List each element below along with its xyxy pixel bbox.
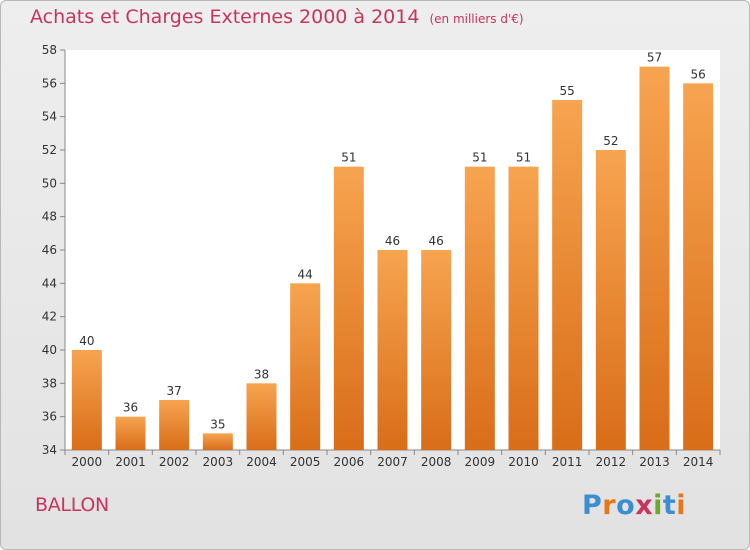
data-label: 52	[603, 134, 618, 148]
x-tick-label: 2006	[334, 455, 365, 469]
logo-letter: i	[676, 490, 687, 521]
y-tick-label: 56	[42, 76, 57, 90]
title-text: Achats et Charges Externes 2000 à 2014	[30, 6, 420, 28]
logo-letter: o	[616, 490, 636, 521]
title-unit: (en milliers d'€)	[429, 12, 524, 26]
data-label: 51	[472, 151, 487, 165]
data-label: 56	[691, 67, 706, 81]
bar-2004	[246, 383, 277, 450]
x-tick-label: 2004	[246, 455, 277, 469]
bar-2000	[71, 350, 102, 450]
bar-2014	[683, 83, 714, 450]
y-tick-label: 34	[42, 443, 57, 457]
data-label: 38	[254, 367, 269, 381]
data-label: 44	[298, 267, 313, 281]
y-tick-label: 50	[42, 176, 57, 190]
bars	[71, 66, 714, 451]
bar-2006	[333, 166, 364, 450]
x-tick-label: 2003	[203, 455, 234, 469]
bar-2005	[290, 283, 321, 450]
data-label: 46	[385, 234, 400, 248]
place-name: BALLON	[35, 494, 109, 516]
bar-2010	[508, 166, 539, 450]
x-tick-label: 2011	[552, 455, 583, 469]
y-axis: 34 36 38 40 42 44 46 48 50 52 54 56 58	[42, 43, 66, 457]
bar-2009	[464, 166, 495, 450]
logo-letter: t	[662, 490, 677, 521]
x-tick-label: 2000	[72, 455, 103, 469]
data-label: 36	[123, 401, 138, 415]
y-tick-label: 40	[42, 343, 57, 357]
y-tick-label: 58	[42, 43, 57, 57]
bar-2012	[595, 150, 626, 450]
data-label: 51	[516, 151, 531, 165]
logo-letter: P	[582, 490, 603, 521]
x-tick-label: 2001	[115, 455, 146, 469]
bar-2008	[421, 250, 452, 450]
logo-letter: i	[653, 490, 663, 521]
data-labels: 40 36 37 35 38 44 51 46 46 51 51 55 52 57 56	[79, 51, 706, 432]
data-label: 40	[79, 334, 94, 348]
bar-2002	[159, 400, 190, 450]
x-axis: 2000 2001 2002 2003 2004 2005 2006 2007 2008 2009…	[64, 449, 721, 469]
y-tick-label: 42	[42, 310, 57, 324]
x-tick-label: 2009	[465, 455, 496, 469]
bar-2013	[639, 66, 670, 451]
data-label: 57	[647, 51, 662, 65]
x-tick-label: 2007	[377, 455, 408, 469]
logo-letter: r	[602, 490, 617, 521]
x-tick-label: 2008	[421, 455, 452, 469]
bar-2001	[115, 416, 146, 450]
x-tick-label: 2013	[639, 455, 670, 469]
x-tick-label: 2010	[508, 455, 539, 469]
x-tick-label: 2002	[159, 455, 190, 469]
data-label: 37	[167, 384, 182, 398]
x-tick-label: 2005	[290, 455, 321, 469]
proxiti-logo: Proxiti	[582, 490, 686, 521]
y-tick-label: 36	[42, 410, 57, 424]
x-tick-label: 2014	[683, 455, 714, 469]
logo-letter: x	[635, 490, 654, 521]
y-tick-label: 48	[42, 210, 57, 224]
data-label: 55	[560, 84, 575, 98]
y-tick-label: 52	[42, 143, 57, 157]
bar-2007	[377, 250, 408, 450]
x-tick-label: 2012	[596, 455, 627, 469]
chart-title: Achats et Charges Externes 2000 à 2014 (e…	[30, 6, 524, 28]
y-tick-label: 46	[42, 243, 57, 257]
y-tick-label: 38	[42, 376, 57, 390]
y-tick-label: 44	[42, 276, 57, 290]
data-label: 46	[429, 234, 444, 248]
data-label: 35	[210, 417, 225, 431]
bar-2011	[552, 100, 583, 450]
y-tick-label: 54	[42, 110, 57, 124]
bar-2003	[202, 433, 233, 450]
data-label: 51	[341, 151, 356, 165]
